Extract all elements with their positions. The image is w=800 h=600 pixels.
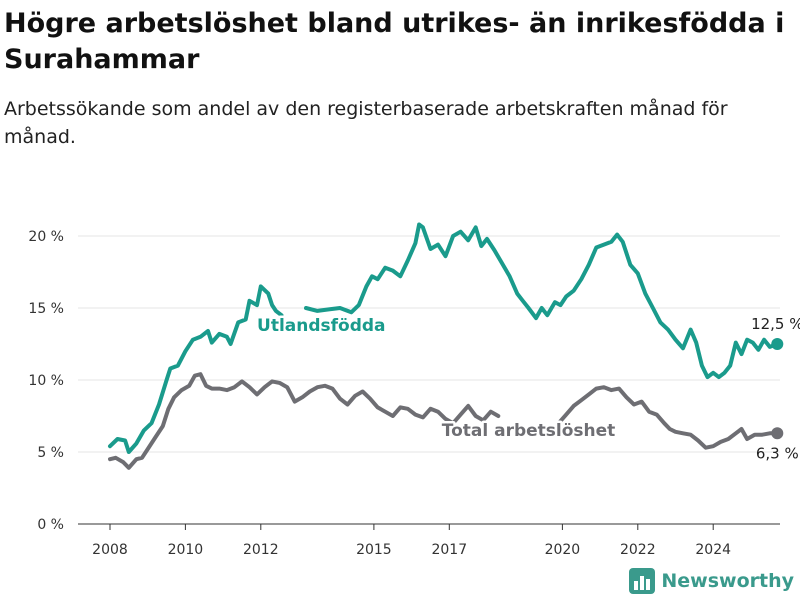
x-tick-label: 2015 bbox=[356, 542, 392, 558]
brand-name: Newsworthy bbox=[661, 570, 794, 592]
end-label-total: 6,3 % bbox=[756, 444, 799, 462]
y-tick-label: 20 % bbox=[28, 229, 64, 245]
x-tick-label: 2017 bbox=[431, 542, 467, 558]
brand-logo: Newsworthy bbox=[629, 568, 794, 594]
y-tick-label: 10 % bbox=[28, 373, 64, 389]
series-line-total bbox=[108, 372, 780, 470]
y-axis-tick-labels: 0 % 5 % 10 % 15 % 20 % bbox=[28, 229, 64, 533]
y-tick-label: 0 % bbox=[37, 517, 64, 533]
series-line-utlandsfodda bbox=[108, 222, 780, 454]
series-labels: 12,5 % 6,3 % Utlandsfödda Total arbetslöshe… bbox=[255, 314, 800, 463]
chart-subtitle: Arbetssökande som andel av den registerb… bbox=[4, 98, 728, 148]
x-tick-label: 2022 bbox=[620, 542, 656, 558]
end-dot-utlandsfodda bbox=[771, 338, 784, 350]
x-tick-label: 2020 bbox=[545, 542, 581, 558]
x-tick-label: 2024 bbox=[695, 542, 731, 558]
gridlines bbox=[78, 235, 780, 453]
y-tick-label: 5 % bbox=[37, 445, 64, 461]
end-label-utlandsfodda: 12,5 % bbox=[751, 315, 800, 333]
series-lines bbox=[108, 222, 780, 470]
x-tick-label: 2010 bbox=[168, 542, 204, 558]
chart-title: Högre arbetslöshet bland utrikes- än inr… bbox=[4, 8, 785, 75]
y-tick-label: 15 % bbox=[28, 301, 64, 317]
end-dot-total bbox=[771, 427, 784, 440]
series-label-utlandsfodda: Utlandsfödda bbox=[257, 316, 386, 336]
x-tick-label: 2012 bbox=[243, 542, 279, 558]
x-axis-tick-labels: 2008 2010 2012 2015 2017 2020 2022 2024 bbox=[92, 524, 731, 558]
x-tick-label: 2008 bbox=[92, 542, 128, 558]
bar-chart-logo-icon bbox=[629, 568, 656, 594]
series-label-total: Total arbetslöshet bbox=[442, 421, 616, 441]
